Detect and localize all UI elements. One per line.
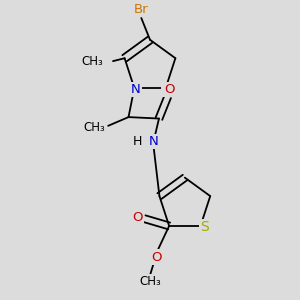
Text: O: O	[132, 211, 142, 224]
Text: N: N	[148, 135, 158, 148]
Text: N: N	[162, 83, 172, 96]
Text: N: N	[131, 83, 141, 96]
Text: S: S	[200, 220, 208, 234]
Text: O: O	[151, 250, 161, 263]
Text: CH₃: CH₃	[83, 121, 105, 134]
Text: CH₃: CH₃	[81, 55, 103, 68]
Text: Br: Br	[134, 3, 148, 16]
Text: CH₃: CH₃	[140, 275, 161, 288]
Text: O: O	[164, 83, 174, 96]
Text: H: H	[133, 135, 142, 148]
